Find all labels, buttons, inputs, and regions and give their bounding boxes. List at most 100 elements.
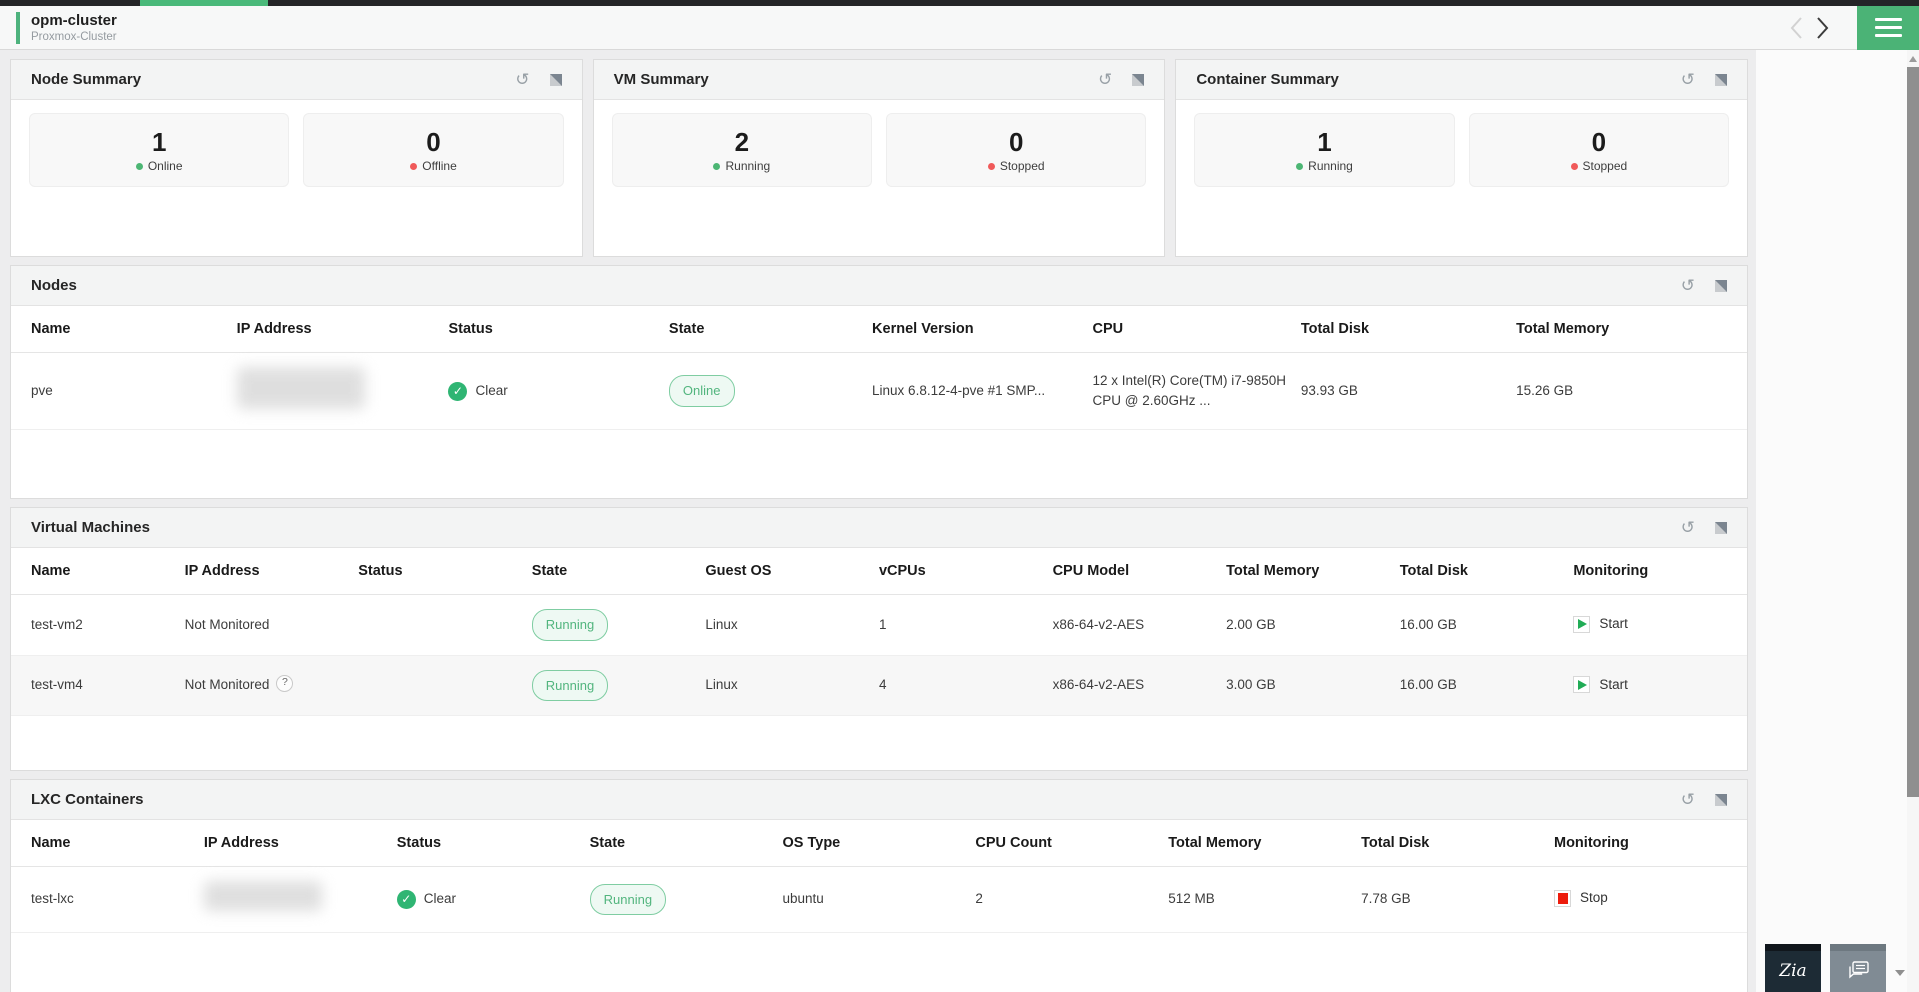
scrollbar-up-arrow[interactable]: [1909, 56, 1917, 62]
cell-text: 2.00 GB: [1226, 616, 1276, 632]
resize-icon[interactable]: [1715, 73, 1728, 86]
summary-card: Container Summary ↺ 1 Running 0 Stopped: [1175, 59, 1749, 257]
corner-buttons: Zia: [1765, 944, 1905, 992]
table-cell: Linux: [705, 655, 879, 717]
table-cell: [358, 594, 532, 656]
column-header: Guest OS: [705, 548, 879, 596]
zia-assistant-button[interactable]: Zia: [1765, 944, 1821, 992]
summary-card: VM Summary ↺ 2 Running 0 Stopped: [592, 59, 1166, 257]
column-header: State: [589, 820, 783, 868]
widget-actions: ↺: [1681, 791, 1727, 808]
stat-label-row: Stopped: [987, 159, 1045, 173]
table-cell: test-vm4: [11, 655, 185, 717]
column-header: Total Disk: [1399, 548, 1574, 596]
stat-label: Running: [725, 159, 771, 173]
column-header: OS Type: [782, 820, 976, 868]
resize-icon[interactable]: [1715, 793, 1727, 806]
stat-value: 0: [1008, 127, 1024, 157]
stat-tile-offline[interactable]: 0 Offline: [303, 113, 564, 187]
section-title: LXC Containers: [31, 791, 144, 809]
start-monitoring-button[interactable]: Start: [1573, 614, 1628, 634]
column-header: Monitoring: [1554, 820, 1747, 868]
section-header: Nodes ↺: [11, 266, 1747, 306]
table-row[interactable]: test-lxc ✓ Clear Running ubuntu 2 512 MB 7.78 G…: [11, 866, 1747, 933]
refresh-icon[interactable]: ↺: [1680, 790, 1695, 810]
column-header: Total Memory: [1226, 548, 1400, 596]
table-cell: 1: [878, 594, 1053, 656]
monitor-button-label: Start: [1599, 616, 1628, 632]
refresh-icon[interactable]: ↺: [1680, 276, 1695, 295]
zia-logo: Zia: [1779, 960, 1807, 981]
scrollbar-thumb[interactable]: [1907, 67, 1919, 797]
table-cell: Start: [1573, 655, 1747, 717]
resize-icon[interactable]: [1715, 279, 1727, 292]
table-row[interactable]: test-vm4 Not Monitored? Running Linux 4 x86-6…: [11, 655, 1747, 717]
resize-icon[interactable]: [549, 73, 562, 86]
table-vms: Name IP Address Status State Guest OS vCPUs CP…: [11, 548, 1747, 717]
status-dot-green: [135, 162, 143, 170]
stat-tile-running[interactable]: 2 Running: [611, 113, 873, 187]
play-icon: [1573, 615, 1591, 633]
table-row[interactable]: test-vm2 Not Monitored Running Linux 1 x86-64…: [11, 594, 1747, 656]
chevron-right-icon[interactable]: [1809, 6, 1835, 50]
table-cell: Linux 6.8.12-4-pve #1 SMP...: [872, 352, 1093, 431]
stat-label-row: Offline: [410, 159, 457, 173]
section-header: Virtual Machines ↺: [11, 508, 1747, 549]
scrollbar-track[interactable]: [1907, 50, 1919, 992]
stat-label-row: Stopped: [1570, 159, 1627, 173]
table-cell: 16.00 GB: [1399, 594, 1574, 656]
cell-text: test-lxc: [31, 891, 74, 907]
table-cell: 16.00 GB: [1399, 655, 1574, 717]
stat-tile-online[interactable]: 1 Online: [29, 113, 290, 187]
refresh-icon[interactable]: ↺: [1680, 70, 1696, 89]
section-header: LXC Containers ↺: [11, 780, 1747, 821]
stat-tile-running[interactable]: 1 Running: [1194, 113, 1455, 187]
table-cell: [203, 866, 397, 933]
cell-text: 3.00 GB: [1226, 677, 1276, 693]
stat-value: 1: [151, 127, 167, 157]
header-actions: [1783, 5, 1919, 50]
state-pill: Running: [531, 669, 609, 702]
cell-text: test-vm2: [31, 616, 83, 632]
refresh-icon[interactable]: ↺: [515, 70, 530, 89]
chevron-left-icon[interactable]: [1783, 6, 1809, 50]
column-header: CPU Model: [1052, 548, 1227, 596]
resize-icon[interactable]: [1132, 73, 1145, 86]
stat-value: 0: [1591, 127, 1607, 157]
refresh-icon[interactable]: ↺: [1680, 518, 1695, 538]
column-header: Total Disk: [1300, 306, 1517, 353]
table-cell: 3.00 GB: [1226, 655, 1400, 717]
card-title: VM Summary: [613, 71, 709, 88]
table-cell: ubuntu: [782, 866, 976, 933]
hamburger-menu-button[interactable]: [1857, 5, 1919, 50]
table-nodes: Name IP Address Status State Kernel Version C…: [11, 306, 1747, 431]
page-subtitle: Proxmox-Cluster: [31, 30, 117, 43]
help-icon[interactable]: ?: [276, 674, 294, 692]
stat-tile-stopped[interactable]: 0 Stopped: [1468, 113, 1730, 187]
corner-caret-icon[interactable]: [1895, 970, 1905, 976]
cell-text: 12 x Intel(R) Core(TM) i7-9850H CPU @ 2.…: [1092, 372, 1287, 409]
state-pill: Running: [531, 609, 609, 641]
widget-actions: ↺: [1098, 70, 1145, 89]
cell-text: Linux: [705, 677, 738, 693]
title-stack: opm-cluster Proxmox-Cluster: [31, 12, 117, 44]
table-cell: 12 x Intel(R) Core(TM) i7-9850H CPU @ 2.…: [1092, 352, 1301, 431]
column-header: Name: [11, 306, 237, 353]
column-header: IP Address: [236, 306, 449, 353]
chat-bubbles-icon: [1849, 961, 1869, 979]
card-header: Node Summary ↺: [11, 60, 582, 100]
table-header-row: Name IP Address Status State Kernel Version C…: [11, 306, 1747, 353]
refresh-icon[interactable]: ↺: [1098, 70, 1113, 89]
column-header: Total Memory: [1516, 306, 1747, 353]
start-monitoring-button[interactable]: Start: [1573, 675, 1628, 695]
resize-icon[interactable]: [1715, 521, 1727, 534]
chat-button[interactable]: [1830, 944, 1886, 992]
table-row[interactable]: pve ✓ Clear Online Linux 6.8.12-4-pve #1 SMP…: [11, 352, 1747, 431]
card-body: 1 Online 0 Offline: [11, 100, 582, 200]
status-clear: ✓ Clear: [396, 889, 456, 909]
panel-spacer: [11, 716, 1747, 770]
stat-tile-stopped[interactable]: 0 Stopped: [886, 113, 1147, 187]
column-header: IP Address: [203, 820, 397, 868]
table-cell: [236, 352, 449, 431]
stop-monitoring-button[interactable]: Stop: [1554, 888, 1608, 908]
